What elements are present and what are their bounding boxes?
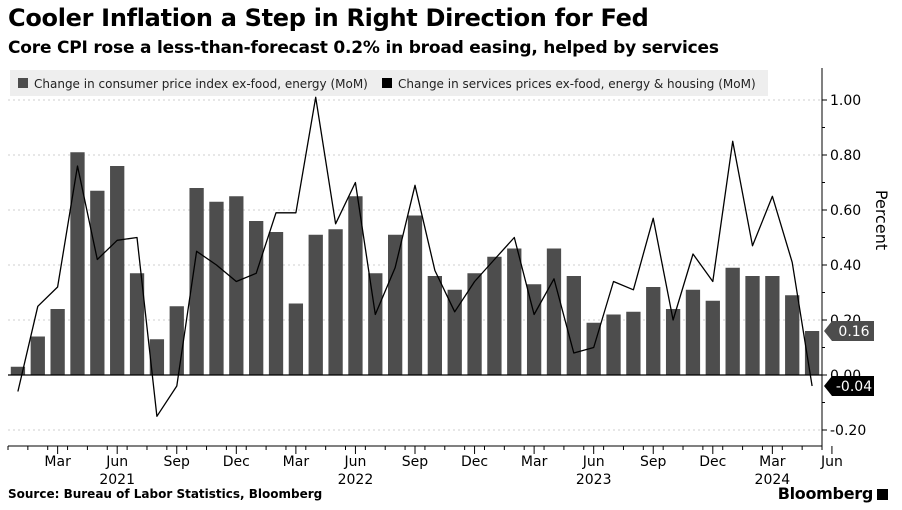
y-tick-label: -0.20 (830, 423, 866, 439)
x-tick-label: Dec (223, 454, 250, 470)
bar (209, 201, 224, 375)
bar (745, 276, 760, 375)
callout-bar-text: 0.16 (838, 324, 869, 340)
y-tick-label: 0.80 (830, 148, 861, 164)
bar (129, 273, 145, 375)
bar (368, 273, 383, 375)
x-year-label: 2021 (99, 472, 135, 488)
bar (348, 196, 363, 375)
y-tick-label: 0.40 (830, 258, 861, 274)
x-tick-label: Jun (344, 454, 367, 470)
bar (566, 276, 581, 375)
bar (110, 166, 125, 375)
bar (626, 311, 641, 375)
bar (447, 289, 462, 375)
bar (387, 234, 403, 375)
brand-text: Bloomberg (777, 484, 874, 503)
y-tick-label: 1.00 (830, 93, 861, 109)
x-tick-label: Mar (759, 454, 786, 470)
bar (546, 248, 562, 375)
x-tick-label: Dec (699, 454, 726, 470)
x-tick-label: Mar (44, 454, 71, 470)
bar (407, 215, 423, 375)
axes: 1.000.800.600.400.200.00-0.20PercentMarJ… (7, 68, 891, 488)
bar (328, 229, 343, 375)
chart-subtitle: Core CPI rose a less-than-forecast 0.2% … (8, 38, 719, 58)
legend-swatch-bar (18, 78, 28, 88)
bar (526, 284, 542, 375)
bar (249, 221, 264, 375)
bar (268, 232, 284, 375)
bar (785, 295, 800, 375)
x-tick-label: Mar (283, 454, 310, 470)
legend-swatch-line (382, 78, 392, 88)
source-note: Source: Bureau of Labor Statistics, Bloo… (8, 487, 323, 501)
bar (487, 256, 502, 375)
bar (149, 339, 165, 375)
x-tick-label: Sep (164, 454, 191, 470)
legend-label-bar: Change in consumer price index ex-food, … (34, 77, 368, 91)
x-tick-label: Jun (820, 454, 843, 470)
bar (70, 152, 85, 375)
line-series (17, 96, 813, 417)
bar (288, 303, 304, 375)
bar (189, 188, 204, 375)
y-axis-title: Percent (872, 190, 891, 250)
latest-value-callouts: 0.16 -0.04 (824, 321, 874, 396)
x-year-label: 2024 (755, 472, 791, 488)
x-tick-label: Mar (521, 454, 548, 470)
bloomberg-logo: Bloomberg (778, 484, 888, 503)
callout-line-text: -0.04 (836, 379, 872, 395)
chart-title: Cooler Inflation a Step in Right Directi… (8, 4, 649, 32)
services-line (17, 96, 813, 417)
bar (30, 336, 45, 375)
x-tick-label: Jun (582, 454, 605, 470)
bar (705, 300, 720, 375)
bar (308, 234, 323, 375)
bar (50, 309, 65, 375)
x-tick-label: Sep (402, 454, 429, 470)
bar (765, 276, 780, 375)
bar (10, 366, 26, 375)
y-tick-label: 0.60 (830, 203, 861, 219)
bar (665, 309, 681, 375)
x-year-label: 2022 (338, 472, 374, 488)
legend-label-line: Change in services prices ex-food, energ… (398, 77, 756, 91)
bar (646, 287, 661, 375)
callout-bar-box (824, 321, 874, 341)
x-tick-label: Dec (461, 454, 488, 470)
bar (507, 248, 522, 375)
bloomberg-terminal-icon (877, 489, 888, 500)
callout-line-box (824, 376, 874, 396)
bar (169, 306, 184, 375)
legend: Change in consumer price index ex-food, … (10, 70, 768, 96)
bar (90, 190, 105, 375)
x-tick-label: Sep (640, 454, 667, 470)
bar (229, 196, 244, 375)
bar (467, 273, 482, 375)
bar (685, 289, 701, 375)
bar (427, 276, 443, 375)
x-year-label: 2023 (576, 472, 612, 488)
x-tick-label: Jun (105, 454, 128, 470)
bar (606, 314, 621, 375)
bar (725, 267, 740, 375)
